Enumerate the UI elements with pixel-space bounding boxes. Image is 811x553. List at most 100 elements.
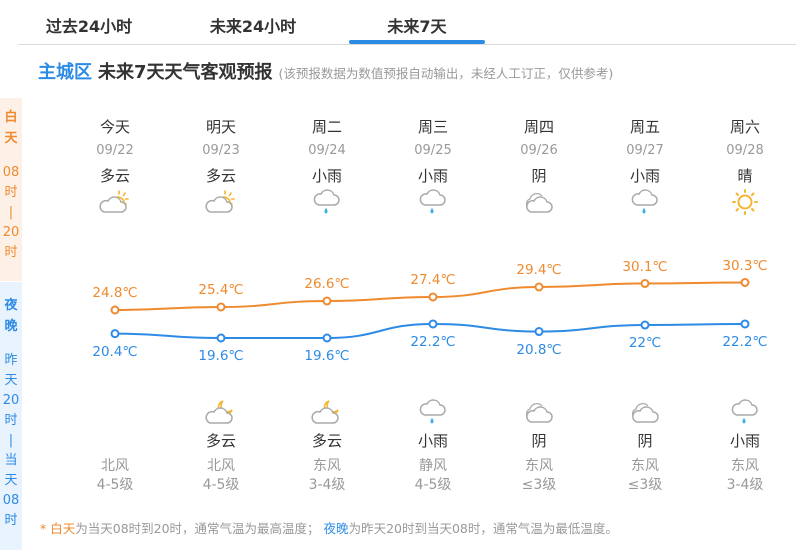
forecast-title: 未来7天天气客观预报: [98, 62, 273, 83]
overcast-icon: [489, 188, 589, 216]
night-icon-empty: [65, 398, 165, 426]
day-name: 周六: [729, 118, 760, 136]
high-temp-label: 30.3℃: [722, 257, 768, 274]
high-temp-label: 24.8℃: [92, 285, 138, 301]
temperature-lines: [110, 278, 750, 343]
night-label: 夜晚: [4, 298, 18, 334]
day-name: 周五: [629, 118, 660, 136]
region-name: 主城区: [38, 62, 92, 83]
forecast-note: (该预报数据为数值预报自动输出，未经人工订正，仅供参考): [278, 66, 614, 81]
overcast-icon: [489, 398, 589, 426]
footer-night-text: 为昨天20时到当天08时，通常气温为最低温度。: [348, 521, 618, 536]
active-tab-indicator: [349, 40, 485, 44]
wind-level: 3-4级: [726, 477, 764, 493]
wind-info: 东风 3-4级: [277, 457, 377, 495]
temp-point: [640, 279, 650, 288]
night-range-part: 08: [2, 493, 20, 508]
temp-point: [322, 333, 332, 343]
day-weather-text: 多云: [205, 167, 236, 185]
day-range-part: |: [8, 205, 14, 220]
low-temp-label: 22℃: [628, 335, 662, 352]
day-name: 周四: [523, 118, 554, 136]
day-range-part: 时: [4, 185, 18, 200]
low-temp-label: 22.2℃: [722, 333, 768, 350]
temp-point: [110, 329, 120, 339]
temp-point: [740, 278, 750, 287]
wind-level: 4-5级: [414, 477, 452, 493]
wind-level: ≤3级: [627, 477, 663, 493]
light-rain-icon: [695, 398, 795, 426]
light-rain-icon: [383, 188, 483, 216]
temp-point: [428, 292, 438, 302]
day-range-part: 时: [4, 245, 18, 260]
wind-level: ≤3级: [521, 477, 557, 493]
light-rain-icon: [277, 188, 377, 216]
low-temp-label: 20.4℃: [92, 343, 138, 360]
tab-bar: 过去24小时 未来24小时 未来7天: [18, 0, 796, 45]
high-temp-label: 25.4℃: [198, 282, 244, 298]
temp-point: [534, 327, 544, 337]
wind-info: 北风 4-5级: [65, 457, 165, 495]
wind-info: 静风 4-5级: [383, 457, 483, 495]
day-weather-text: 小雨: [417, 167, 448, 185]
day-weather-text: 阴: [531, 167, 547, 185]
temp-point: [428, 319, 438, 329]
partly-cloudy-night-icon: [277, 398, 377, 426]
footer-night-word: 夜晚: [323, 521, 349, 536]
day-date: 09/27: [626, 143, 664, 158]
footer-day-word: 白天: [50, 521, 76, 536]
day-date: 09/26: [520, 143, 558, 158]
day-date: 09/24: [308, 143, 346, 158]
wind-direction: 东风: [631, 458, 659, 474]
night-range-part: 时: [4, 513, 18, 528]
night-weather-text: 多云: [311, 432, 342, 450]
tab-next-24h[interactable]: 未来24小时: [209, 17, 297, 36]
wind-direction: 静风: [419, 458, 447, 474]
night-weather-text: 阴: [637, 432, 653, 450]
wind-level: 4-5级: [202, 477, 240, 493]
high-temp-label: 26.6℃: [304, 276, 350, 292]
wind-level: 4-5级: [96, 477, 134, 493]
footer-note: * 白天为当天08时到20时，通常气温为最高温度； 夜晚为昨天20时到当天08时…: [40, 518, 618, 537]
temp-point: [740, 319, 750, 329]
night-range: 昨 天 20 时 | 当 天 08 时: [0, 351, 22, 531]
wind-direction: 北风: [207, 458, 235, 474]
day-date: 09/22: [96, 143, 134, 158]
footer-star: *: [40, 521, 51, 536]
day-weather-text: 小雨: [311, 167, 342, 185]
night-range-part: 昨: [4, 353, 18, 368]
night-range-part: 当: [4, 453, 18, 468]
temp-point: [640, 320, 650, 330]
low-temp-label: 19.6℃: [304, 348, 350, 364]
day-label: 白天: [4, 110, 18, 146]
day-range: 08 时 | 20 时: [0, 163, 22, 263]
light-rain-icon: [383, 398, 483, 426]
tab-next-7d[interactable]: 未来7天: [387, 17, 447, 36]
night-range-part: |: [8, 433, 14, 448]
night-side-label: 夜晚 昨 天 20 时 | 当 天 08 时: [0, 282, 22, 550]
day-range-part: 20: [2, 225, 20, 240]
night-weather-text: 多云: [205, 432, 236, 450]
night-range-part: 时: [4, 413, 18, 428]
tab-past-24h[interactable]: 过去24小时: [45, 17, 133, 36]
wind-info: 东风 ≤3级: [489, 457, 589, 495]
day-date: 09/25: [414, 143, 452, 158]
partly-cloudy-day-icon: [65, 188, 165, 216]
high-temp-label: 29.4℃: [516, 262, 562, 278]
wind-info: 北风 4-5级: [171, 457, 271, 495]
day-name: 周三: [417, 118, 448, 136]
overcast-icon: [595, 398, 695, 426]
low-temp-label: 22.2℃: [410, 333, 456, 350]
sunny-icon: [695, 188, 795, 216]
wind-info: 东风 ≤3级: [595, 457, 695, 495]
day-name: 明天: [205, 118, 236, 136]
wind-direction: 东风: [525, 458, 553, 474]
day-weather-text: 小雨: [629, 167, 660, 185]
high-temp-label: 27.4℃: [410, 272, 456, 288]
light-rain-icon: [595, 188, 695, 216]
day-weather-text: 晴: [737, 167, 753, 185]
day-name: 今天: [99, 118, 130, 136]
day-weather-text: 多云: [99, 167, 130, 185]
wind-direction: 北风: [101, 458, 129, 474]
day-side-label: 白天 08 时 | 20 时: [0, 98, 22, 281]
